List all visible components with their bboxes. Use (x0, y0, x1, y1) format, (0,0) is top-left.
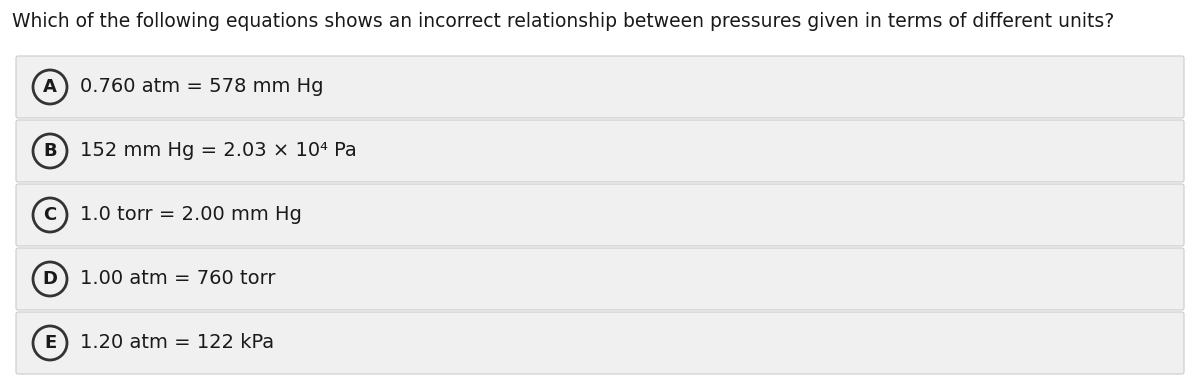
FancyBboxPatch shape (16, 56, 1184, 118)
Text: 0.760 atm = 578 mm Hg: 0.760 atm = 578 mm Hg (80, 77, 324, 97)
Text: Which of the following equations shows an incorrect relationship between pressur: Which of the following equations shows a… (12, 12, 1115, 31)
Text: 1.0 torr = 2.00 mm Hg: 1.0 torr = 2.00 mm Hg (80, 206, 302, 224)
Circle shape (34, 70, 67, 104)
FancyBboxPatch shape (16, 312, 1184, 374)
Circle shape (34, 326, 67, 360)
Text: E: E (44, 334, 56, 352)
Circle shape (34, 198, 67, 232)
Text: D: D (42, 270, 58, 288)
Text: 1.20 atm = 122 kPa: 1.20 atm = 122 kPa (80, 334, 274, 353)
Circle shape (34, 134, 67, 168)
Text: 152 mm Hg = 2.03 × 10⁴ Pa: 152 mm Hg = 2.03 × 10⁴ Pa (80, 142, 356, 160)
Text: C: C (43, 206, 56, 224)
Text: B: B (43, 142, 56, 160)
Text: A: A (43, 78, 56, 96)
FancyBboxPatch shape (16, 248, 1184, 310)
FancyBboxPatch shape (16, 120, 1184, 182)
Text: 1.00 atm = 760 torr: 1.00 atm = 760 torr (80, 269, 276, 289)
Circle shape (34, 262, 67, 296)
FancyBboxPatch shape (16, 184, 1184, 246)
